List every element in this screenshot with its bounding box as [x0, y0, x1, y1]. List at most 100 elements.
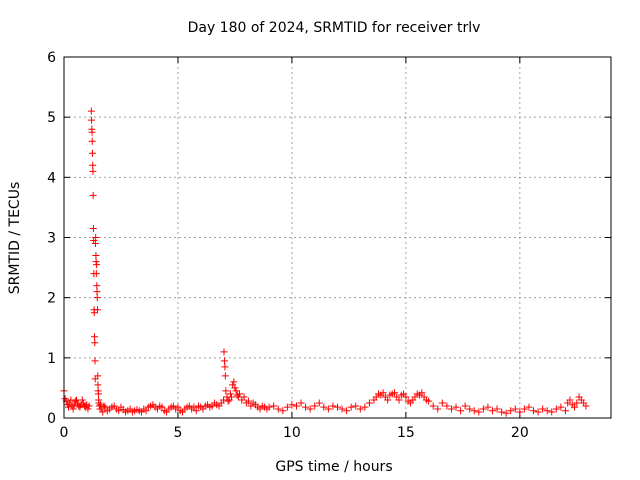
data-point — [92, 270, 100, 278]
y-axis-label: SRMTID / TECUs — [7, 182, 23, 295]
data-point — [92, 252, 100, 260]
data-point — [158, 403, 166, 411]
data-point — [566, 396, 574, 404]
data-point — [466, 405, 474, 413]
data-point — [90, 309, 98, 317]
data-point — [470, 407, 478, 415]
data-point — [221, 363, 229, 371]
data-point — [306, 405, 314, 413]
data-point — [94, 306, 102, 314]
data-point — [101, 403, 109, 411]
x-tick-label: 15 — [397, 425, 415, 441]
data-point — [447, 405, 455, 413]
data-point — [315, 399, 323, 407]
data-point — [525, 403, 533, 411]
data-point — [543, 407, 551, 415]
data-point — [222, 387, 230, 395]
data-point — [92, 234, 100, 241]
y-tick-label: 1 — [47, 351, 56, 367]
data-point — [91, 240, 99, 248]
data-point — [274, 405, 282, 413]
data-point — [231, 384, 239, 392]
data-point — [93, 294, 101, 302]
data-point — [498, 408, 506, 416]
data-point — [224, 397, 232, 405]
data-point — [88, 137, 96, 145]
data-point — [379, 389, 387, 397]
data-point — [226, 390, 234, 398]
data-point — [502, 409, 510, 417]
data-point — [488, 407, 496, 415]
data-point — [539, 405, 547, 413]
y-tick-label: 3 — [47, 231, 56, 247]
data-point — [557, 403, 565, 411]
data-point — [493, 405, 501, 413]
data-point — [94, 381, 102, 389]
data-point — [320, 403, 328, 411]
data-point — [292, 402, 300, 410]
x-tick-label: 10 — [283, 425, 301, 441]
data-point — [311, 402, 319, 410]
data-point — [334, 403, 341, 411]
data-point — [221, 372, 229, 380]
axis-ticks — [63, 56, 611, 419]
data-point — [94, 372, 102, 380]
data-point — [434, 405, 442, 413]
data-point — [457, 407, 465, 415]
data-point — [582, 402, 590, 410]
y-tick-label: 4 — [47, 170, 56, 186]
data-point — [65, 403, 73, 411]
tick-labels: 0 5 10 15 20 0 1 2 3 4 5 6 — [47, 50, 529, 441]
data-point — [88, 128, 96, 136]
data-point — [85, 402, 93, 410]
data-point — [548, 408, 556, 416]
data-point — [89, 224, 97, 232]
data-point — [530, 407, 538, 415]
data-point — [94, 390, 102, 398]
data-point — [174, 403, 182, 411]
data-point — [297, 399, 305, 407]
data-point — [534, 408, 542, 416]
data-point — [78, 396, 86, 404]
data-point — [93, 261, 101, 269]
data-point — [220, 348, 228, 356]
data-point — [270, 402, 278, 410]
data-point — [115, 407, 123, 415]
data-point — [69, 405, 77, 413]
data-point — [361, 403, 369, 411]
data-point — [84, 405, 92, 413]
data-point — [347, 403, 355, 411]
data-point — [79, 399, 87, 407]
data-point — [571, 403, 579, 411]
data-point — [89, 191, 97, 199]
data-point — [91, 333, 99, 341]
x-tick-label: 0 — [60, 425, 69, 441]
data-point — [99, 408, 107, 416]
data-point — [443, 402, 451, 410]
data-point — [302, 403, 310, 411]
data-point — [511, 405, 519, 413]
data-point — [516, 408, 524, 416]
data-point — [220, 357, 228, 365]
data-point — [552, 405, 560, 413]
data-point — [484, 403, 492, 411]
data-point — [343, 407, 351, 415]
data-point — [228, 393, 236, 401]
data-point — [475, 408, 483, 416]
data-point — [89, 161, 97, 169]
data-point — [96, 401, 104, 409]
data-point — [88, 149, 96, 157]
data-point — [91, 339, 99, 347]
grid — [64, 57, 611, 418]
data-point — [100, 402, 108, 410]
data-point — [192, 407, 200, 415]
y-tick-label: 0 — [47, 411, 56, 427]
chart-title: Day 180 of 2024, SRMTID for receiver trl… — [188, 20, 481, 36]
data-point — [329, 402, 337, 410]
data-point — [418, 389, 426, 397]
x-tick-label: 5 — [173, 425, 182, 441]
data-point — [283, 403, 291, 411]
data-point — [190, 403, 198, 411]
data-point — [91, 357, 99, 365]
data-point — [279, 407, 287, 415]
